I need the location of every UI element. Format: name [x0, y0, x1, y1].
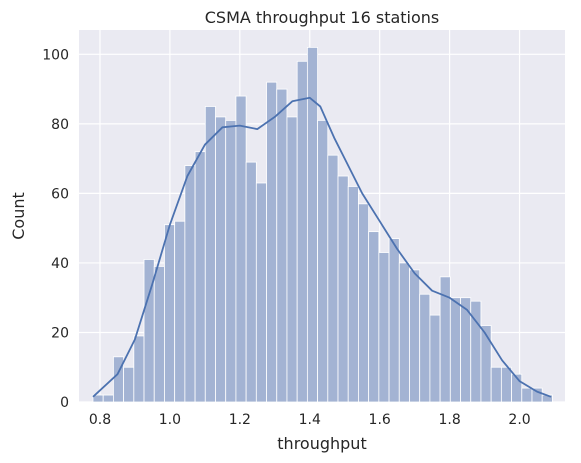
x-tick-label: 2.0	[508, 412, 530, 428]
y-axis-label: Count	[9, 192, 28, 240]
x-tick-label: 1.6	[369, 412, 391, 428]
histogram-bar	[500, 366, 512, 403]
histogram-bar	[327, 154, 339, 403]
histogram-bar	[388, 238, 400, 403]
histogram-bar	[480, 325, 492, 403]
histogram-bar	[378, 252, 390, 403]
histogram-bar	[225, 119, 237, 403]
y-tick-label: 0	[60, 395, 69, 411]
x-tick-label: 1.2	[229, 412, 251, 428]
histogram-bar	[194, 151, 206, 403]
histogram-bar	[204, 106, 216, 403]
x-tick-label: 1.4	[299, 412, 321, 428]
histogram-bar	[521, 387, 533, 403]
histogram-bar	[184, 165, 196, 403]
histogram-bars	[92, 46, 553, 403]
y-tick-label: 60	[51, 186, 69, 202]
histogram-bar	[296, 60, 308, 403]
histogram-bar	[368, 231, 380, 403]
histogram-bar	[174, 220, 186, 403]
histogram-bar	[490, 366, 502, 403]
histogram-bar	[429, 314, 441, 403]
y-tick-label: 80	[51, 117, 69, 133]
histogram-bar	[123, 366, 135, 403]
kde-curve	[92, 96, 552, 398]
histogram-bar	[398, 262, 410, 403]
x-tick-labels: 0.8 1.0 1.2 1.4 1.6 1.8 2.0	[89, 412, 531, 428]
histogram-bar	[337, 175, 349, 403]
x-axis-label: throughput	[277, 434, 366, 453]
histogram-bar	[235, 95, 247, 403]
y-tick-labels: 0 20 40 60 80 100	[42, 47, 69, 411]
histogram-bar	[164, 224, 176, 403]
histogram-bar	[347, 186, 359, 403]
histogram-bar	[153, 266, 165, 403]
histogram-bar	[245, 161, 257, 403]
x-tick-label: 1.0	[159, 412, 181, 428]
y-tick-label: 20	[51, 325, 69, 341]
histogram-bar	[286, 116, 298, 403]
histogram-bar	[266, 81, 278, 403]
x-tick-label: 1.8	[438, 412, 460, 428]
histogram-bar	[449, 297, 461, 403]
x-tick-label: 0.8	[89, 412, 111, 428]
histogram-bar	[409, 269, 421, 403]
histogram-bar	[255, 182, 267, 403]
chart-title: CSMA throughput 16 stations	[205, 8, 440, 27]
histogram-bar	[215, 116, 227, 403]
histogram-bar	[133, 335, 145, 403]
y-tick-label: 40	[51, 256, 69, 272]
histogram-bar	[419, 293, 431, 403]
histogram-bar	[102, 394, 114, 403]
histogram-bar	[358, 203, 370, 403]
histogram-bar	[276, 88, 288, 403]
histogram-bar	[317, 119, 329, 403]
y-tick-label: 100	[42, 47, 69, 63]
